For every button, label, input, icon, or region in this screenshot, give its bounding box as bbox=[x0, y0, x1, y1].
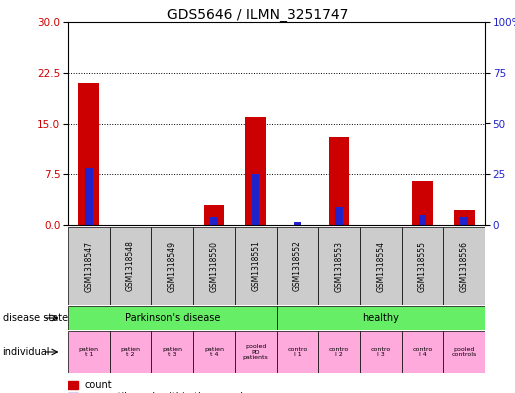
Bar bbox=[412, 181, 433, 225]
Bar bbox=[277, 227, 318, 305]
Bar bbox=[329, 137, 350, 225]
Text: pooled
controls: pooled controls bbox=[452, 347, 477, 357]
Bar bbox=[419, 215, 426, 225]
Text: contro
l 1: contro l 1 bbox=[287, 347, 307, 357]
Text: patien
t 2: patien t 2 bbox=[121, 347, 141, 357]
Bar bbox=[454, 210, 475, 225]
Bar bbox=[151, 227, 193, 305]
Bar bbox=[78, 83, 99, 225]
Bar bbox=[402, 227, 443, 305]
Text: GSM1318555: GSM1318555 bbox=[418, 241, 427, 292]
Text: GSM1318554: GSM1318554 bbox=[376, 241, 385, 292]
Bar bbox=[151, 331, 193, 373]
Bar bbox=[460, 217, 468, 225]
Bar bbox=[193, 331, 235, 373]
Text: GSM1318549: GSM1318549 bbox=[168, 241, 177, 292]
Text: pooled
PD
patients: pooled PD patients bbox=[243, 344, 268, 360]
Text: contro
l 3: contro l 3 bbox=[371, 347, 391, 357]
Bar bbox=[110, 331, 151, 373]
Bar bbox=[318, 227, 360, 305]
Bar bbox=[235, 331, 277, 373]
Bar bbox=[335, 207, 343, 225]
Bar bbox=[85, 168, 93, 225]
Bar bbox=[360, 331, 402, 373]
Bar bbox=[402, 331, 443, 373]
Text: healthy: healthy bbox=[363, 313, 399, 323]
Text: individual: individual bbox=[3, 347, 50, 357]
Bar bbox=[294, 222, 301, 225]
Text: contro
l 2: contro l 2 bbox=[329, 347, 349, 357]
Text: GSM1318551: GSM1318551 bbox=[251, 241, 260, 292]
Text: GSM1318550: GSM1318550 bbox=[210, 241, 218, 292]
Text: count: count bbox=[84, 380, 112, 390]
Bar bbox=[318, 331, 360, 373]
Bar bbox=[360, 227, 402, 305]
Bar bbox=[68, 380, 78, 389]
Bar bbox=[210, 217, 218, 225]
Text: patien
t 1: patien t 1 bbox=[79, 347, 99, 357]
Bar bbox=[68, 227, 110, 305]
Bar bbox=[235, 227, 277, 305]
Bar bbox=[443, 227, 485, 305]
Text: GSM1318553: GSM1318553 bbox=[335, 241, 344, 292]
Text: GSM1318552: GSM1318552 bbox=[293, 241, 302, 292]
Bar bbox=[68, 331, 110, 373]
Bar bbox=[110, 227, 151, 305]
Bar bbox=[443, 331, 485, 373]
Text: GDS5646 / ILMN_3251747: GDS5646 / ILMN_3251747 bbox=[167, 8, 348, 22]
Text: GSM1318556: GSM1318556 bbox=[460, 241, 469, 292]
Bar bbox=[245, 117, 266, 225]
Bar bbox=[277, 306, 485, 330]
Bar bbox=[203, 205, 225, 225]
Text: disease state: disease state bbox=[3, 313, 67, 323]
Text: GSM1318547: GSM1318547 bbox=[84, 241, 93, 292]
Text: contro
l 4: contro l 4 bbox=[413, 347, 433, 357]
Bar bbox=[252, 174, 260, 225]
Bar bbox=[193, 227, 235, 305]
Bar bbox=[277, 331, 318, 373]
Text: GSM1318548: GSM1318548 bbox=[126, 241, 135, 292]
Text: patien
t 3: patien t 3 bbox=[162, 347, 182, 357]
Text: patien
t 4: patien t 4 bbox=[204, 347, 224, 357]
Text: Parkinson's disease: Parkinson's disease bbox=[125, 313, 220, 323]
Text: percentile rank within the sample: percentile rank within the sample bbox=[84, 392, 249, 393]
Bar bbox=[68, 306, 277, 330]
